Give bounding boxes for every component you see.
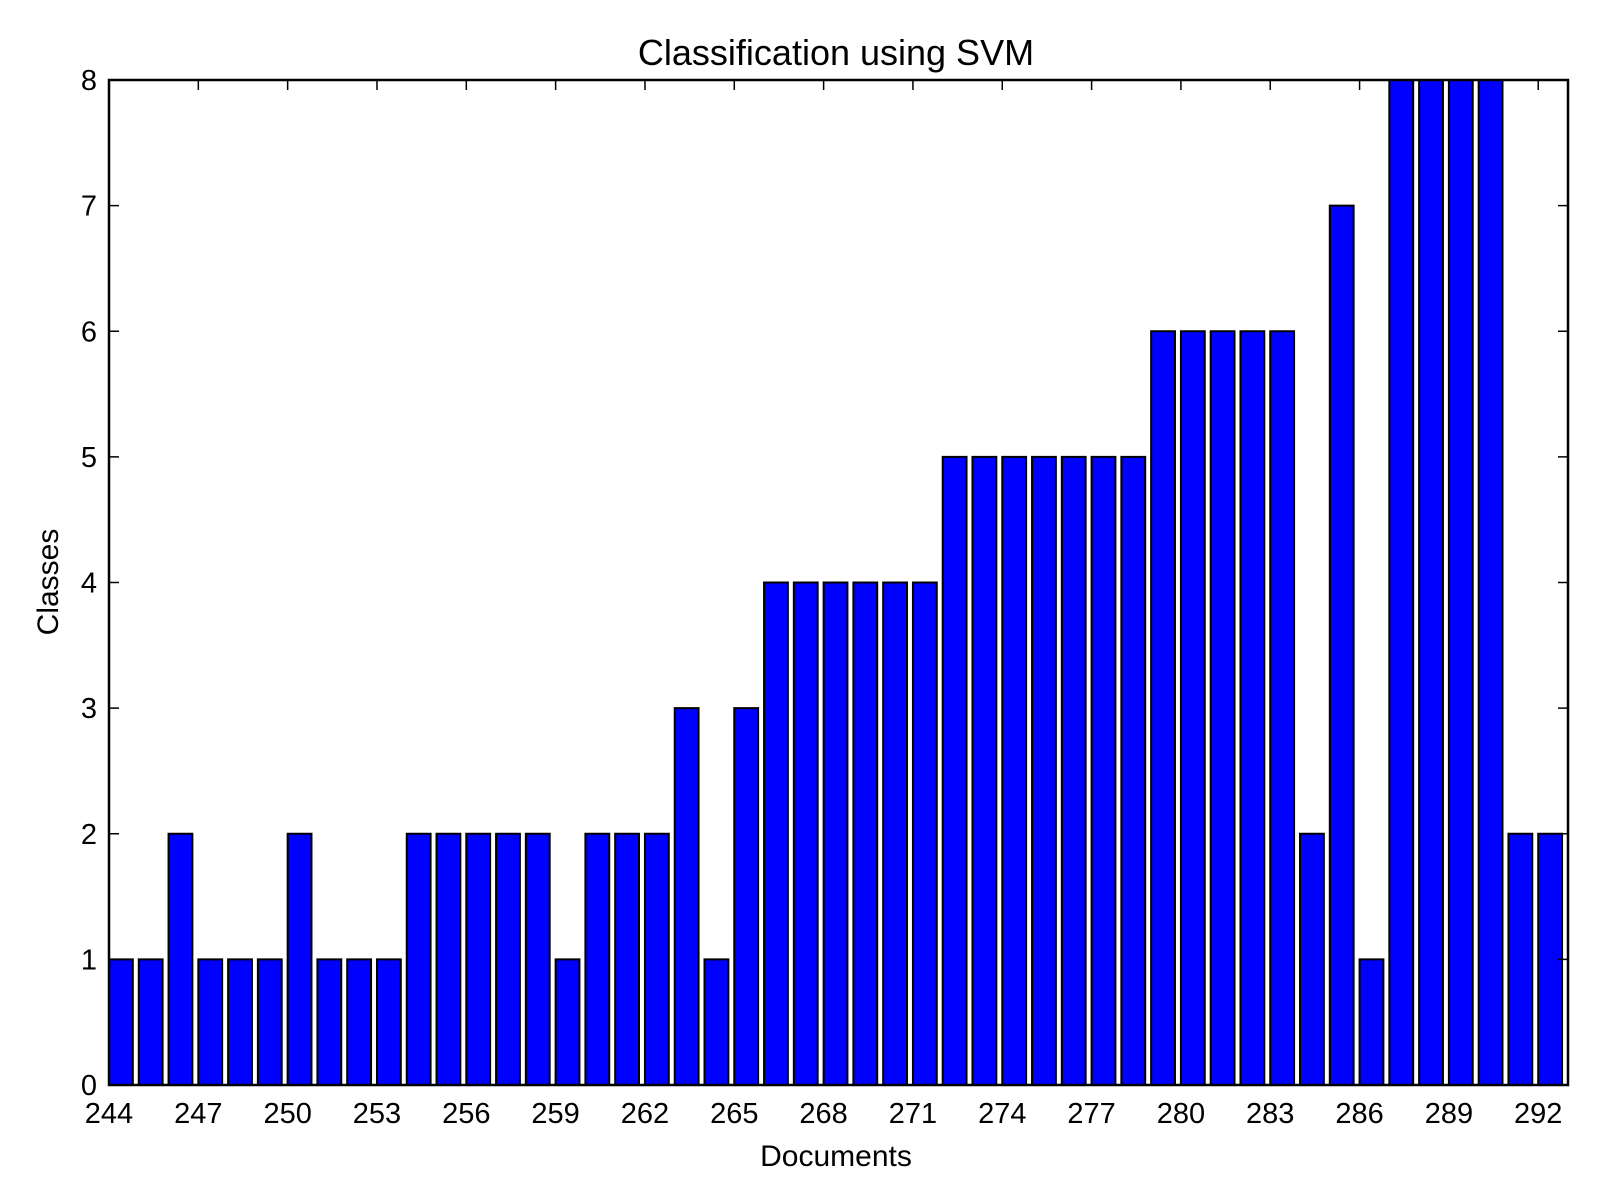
bar-275 — [1031, 455, 1057, 1086]
bar-288 — [1418, 79, 1444, 1086]
bar-289 — [1447, 79, 1474, 1086]
bar-244 — [108, 958, 134, 1086]
bar-273 — [971, 455, 998, 1086]
bar-282 — [1239, 330, 1266, 1086]
bar-276 — [1060, 455, 1087, 1086]
x-tick-label: 289 — [1425, 1098, 1473, 1130]
bar-279 — [1150, 330, 1176, 1086]
bar-283 — [1269, 330, 1296, 1086]
x-tick-label: 280 — [1157, 1098, 1205, 1130]
bar-272 — [941, 455, 968, 1086]
bar-253 — [375, 958, 402, 1086]
x-tick-label: 259 — [531, 1098, 579, 1130]
bar-256 — [465, 832, 492, 1086]
bar-249 — [256, 958, 283, 1086]
bar-254 — [405, 832, 432, 1086]
x-tick-label: 244 — [85, 1098, 133, 1130]
bar-248 — [227, 958, 253, 1086]
x-tick-labels: 244 247 250 253 256 259 262 265 268 271 274 277 280 2… — [85, 1098, 1563, 1130]
bar-269 — [852, 581, 879, 1086]
bar-255 — [435, 832, 462, 1086]
bar-267 — [792, 581, 819, 1086]
bar-263 — [673, 707, 700, 1086]
y-tick-label: 8 — [81, 65, 97, 97]
y-axis-label: Classes — [32, 529, 65, 636]
bar-250 — [286, 832, 313, 1086]
plot-frame — [107, 78, 1570, 1087]
bar-268 — [822, 581, 849, 1086]
bar-290 — [1477, 79, 1504, 1086]
x-tick-label: 253 — [353, 1098, 401, 1130]
bar-247 — [197, 958, 224, 1086]
x-tick-label: 292 — [1514, 1098, 1562, 1130]
y-tick-label: 5 — [81, 442, 97, 474]
bar-278 — [1120, 455, 1147, 1086]
y-tick-label: 4 — [81, 568, 97, 600]
bar-series — [108, 79, 1564, 1086]
bar-252 — [346, 958, 373, 1086]
bar-245 — [137, 958, 164, 1086]
y-tick-label: 6 — [81, 316, 97, 348]
x-axis-label: Documents — [760, 1140, 912, 1173]
bar-261 — [614, 832, 641, 1086]
y-tick-labels: 0 1 2 3 4 5 6 7 8 — [81, 65, 97, 1102]
bar-287 — [1388, 79, 1415, 1086]
y-tick-label: 1 — [81, 944, 97, 976]
x-tick-label: 274 — [978, 1098, 1026, 1130]
x-tick-label: 250 — [263, 1098, 311, 1130]
bar-264 — [703, 958, 730, 1086]
y-tick-label: 3 — [81, 693, 97, 725]
bar-257 — [495, 832, 521, 1086]
x-tick-label: 262 — [621, 1098, 669, 1130]
bar-284 — [1299, 832, 1325, 1086]
bar-277 — [1090, 455, 1117, 1086]
x-tick-label: 271 — [889, 1098, 937, 1130]
x-tick-label: 247 — [174, 1098, 222, 1130]
x-tick-label: 286 — [1335, 1098, 1383, 1130]
bar-271 — [911, 581, 938, 1086]
bar-260 — [584, 832, 611, 1086]
x-tick-label: 268 — [799, 1098, 847, 1130]
bar-291 — [1507, 832, 1534, 1086]
bar-270 — [882, 581, 908, 1086]
bar-274 — [1001, 455, 1028, 1086]
bar-262 — [643, 832, 670, 1086]
bar-258 — [524, 832, 551, 1086]
x-tick-label: 283 — [1246, 1098, 1294, 1130]
bar-265 — [733, 707, 760, 1086]
chart-title: Classification using SVM — [638, 32, 1034, 73]
bar-285 — [1328, 204, 1355, 1086]
bar-280 — [1179, 330, 1206, 1086]
x-tick-label: 265 — [710, 1098, 758, 1130]
bar-251 — [316, 958, 343, 1086]
bar-266 — [763, 581, 789, 1086]
x-tick-label: 256 — [442, 1098, 490, 1130]
y-tick-label: 7 — [81, 191, 97, 223]
bar-259 — [554, 958, 581, 1086]
x-tick-label: 277 — [1067, 1098, 1115, 1130]
bar-281 — [1209, 330, 1236, 1086]
bar-246 — [167, 832, 194, 1086]
y-tick-label: 2 — [81, 819, 97, 851]
bar-286 — [1358, 958, 1385, 1086]
y-tick-label: 0 — [81, 1070, 97, 1102]
